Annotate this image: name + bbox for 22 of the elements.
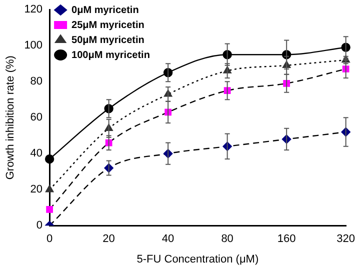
x-tick-label: 160 bbox=[277, 233, 296, 246]
point bbox=[44, 154, 54, 164]
x-tick-label: 320 bbox=[336, 233, 356, 246]
y-tick-label: 80 bbox=[30, 76, 43, 88]
point bbox=[46, 206, 53, 213]
legend-label: 0μM myricetin bbox=[72, 4, 139, 16]
legend-label: 50μM myricetin bbox=[72, 34, 144, 46]
y-axis-title: Growth inhibition rate (%) bbox=[4, 56, 17, 180]
x-axis-title: 5-FU Concentration (μM) bbox=[136, 253, 259, 266]
y-tick-label: 100 bbox=[24, 40, 43, 52]
y-tick-label: 40 bbox=[30, 148, 43, 160]
x-tick-label: 0 bbox=[46, 233, 53, 246]
y-tick-label: 0 bbox=[36, 220, 43, 232]
y-tick-label: 120 bbox=[24, 4, 43, 16]
legend-label: 100μM myricetin bbox=[72, 50, 150, 61]
point bbox=[45, 185, 54, 192]
y-tick-label: 20 bbox=[30, 184, 43, 196]
x-tick-label: 40 bbox=[162, 233, 174, 246]
x-tick-label: 80 bbox=[221, 233, 234, 246]
y-tick-label: 60 bbox=[30, 112, 43, 124]
x-tick-label: 20 bbox=[102, 233, 115, 246]
legend-label: 25μM myricetin bbox=[72, 20, 144, 31]
